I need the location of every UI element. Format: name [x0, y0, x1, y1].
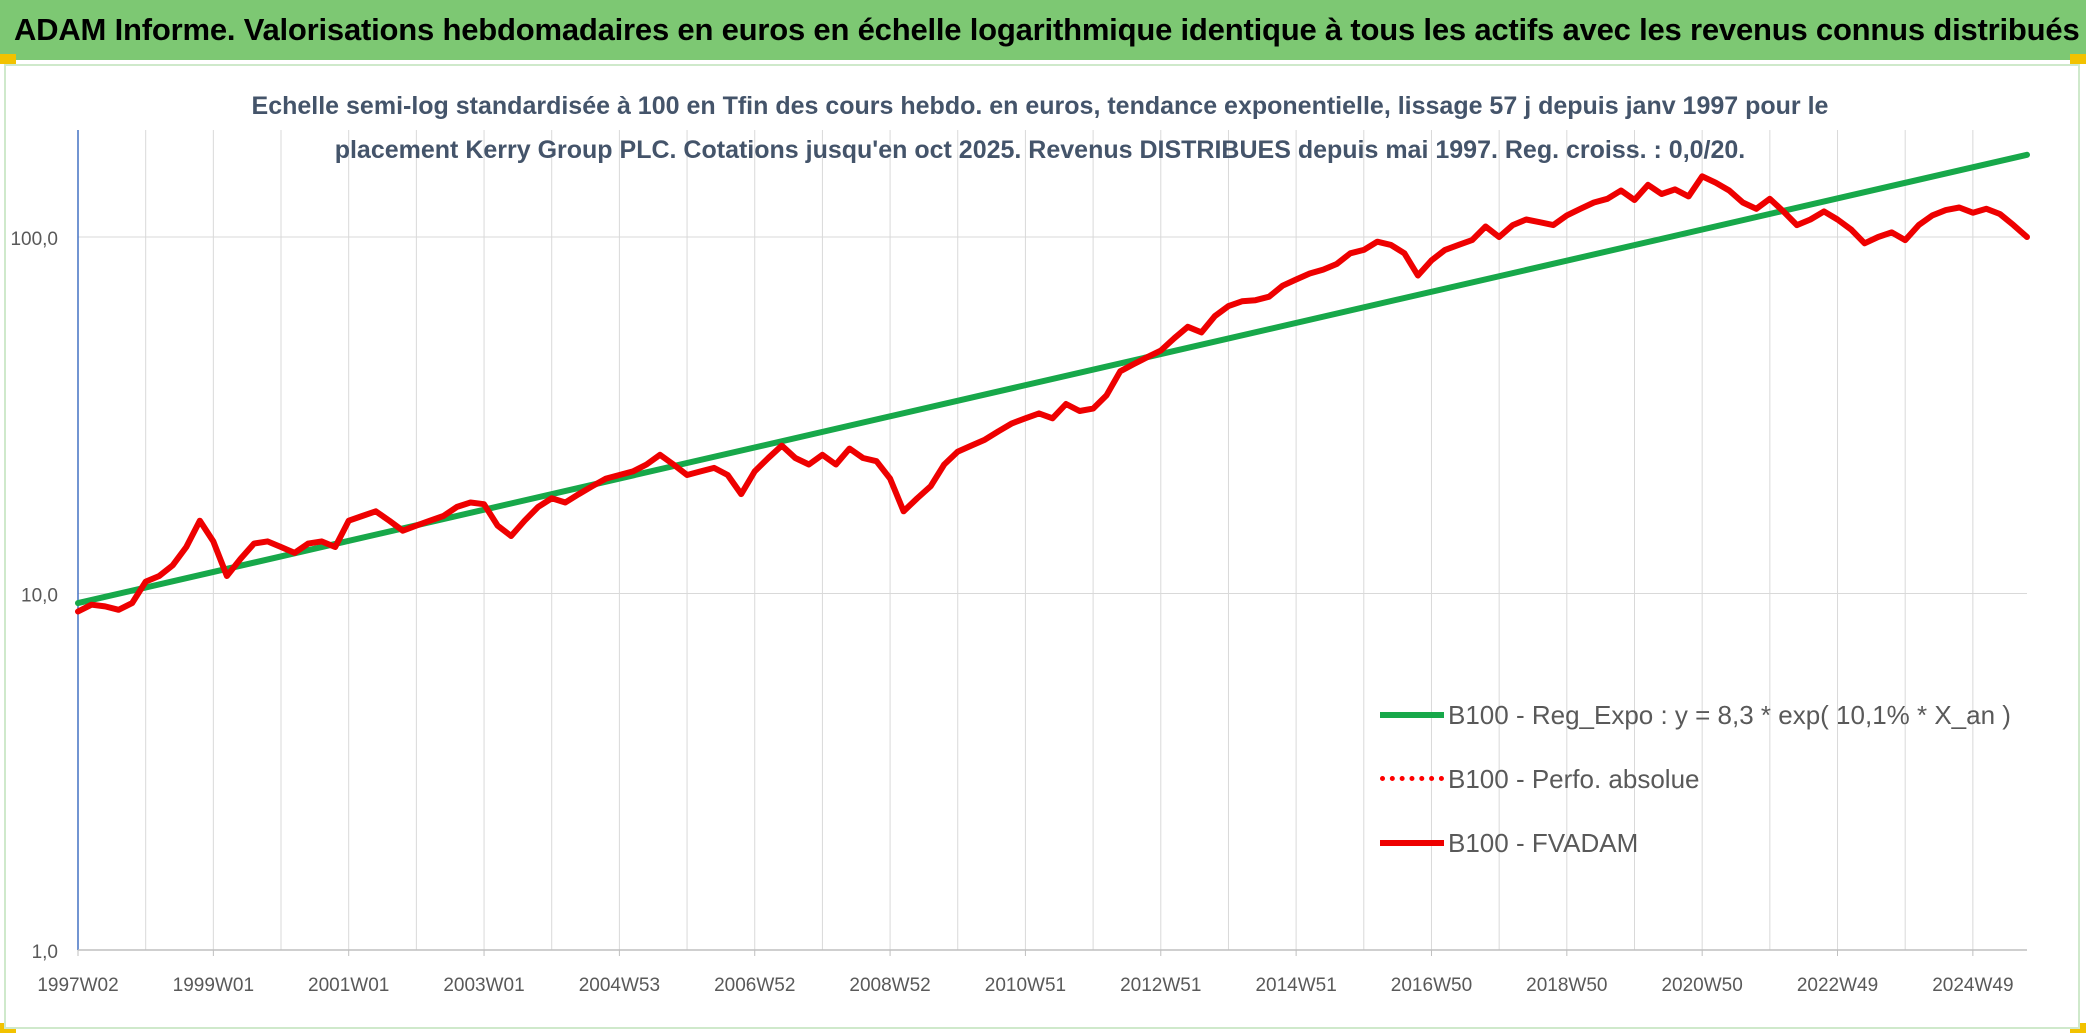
x-tick-label: 2016W50: [1391, 975, 1472, 996]
x-tick-labels: 1997W02 1999W01 2001W01 2003W01 2004W53 2006W…: [37, 975, 2013, 996]
y-tick-labels: 1,0 10,0 100,0: [10, 229, 58, 963]
x-tick-label: 2006W52: [714, 975, 795, 996]
y-tick-label: 1,0: [32, 942, 58, 963]
legend-line-dotted-red: [1380, 776, 1444, 781]
legend-item-perfo-absolue: B100 - Perfo. absolue: [1380, 747, 2020, 811]
x-tick-label: 2012W51: [1120, 975, 1201, 996]
series-lines: [75, 151, 2030, 615]
x-tick-label: 2003W01: [443, 975, 524, 996]
legend-line-red: [1380, 840, 1444, 846]
legend-line-green: [1380, 712, 1444, 718]
legend-swatch-reg-expo: [1380, 700, 1444, 730]
legend-swatch-fvadam: [1380, 828, 1444, 858]
x-tick-label: 2001W01: [308, 975, 389, 996]
chart-subtitle: Echelle semi-log standardisée à 100 en T…: [200, 84, 1880, 172]
x-tick-label: 2010W51: [985, 975, 1066, 996]
corner-marker-right: [2070, 54, 2086, 64]
horizontal-gridlines: [78, 236, 2027, 594]
series-line-reg-expo: [75, 151, 2030, 607]
title-banner: ADAM Informe. Valorisations hebdomadaire…: [0, 0, 2086, 60]
axes: [77, 130, 2027, 956]
corner-marker-left: [0, 54, 16, 64]
y-tick-label: 100,0: [10, 229, 58, 250]
legend-label-fvadam: B100 - FVADAM: [1448, 827, 1639, 858]
x-tick-label: 2004W53: [579, 975, 660, 996]
x-tick-label: 2018W50: [1526, 975, 1607, 996]
series-line-fvadam: [75, 173, 2030, 615]
x-tick-label: 1997W02: [37, 975, 118, 996]
subtitle-line-2: placement Kerry Group PLC. Cotations jus…: [334, 136, 1746, 164]
x-tick-label: 2008W52: [849, 975, 930, 996]
subtitle-line-1: Echelle semi-log standardisée à 100 en T…: [251, 92, 1829, 120]
chart-legend: B100 - Reg_Expo : y = 8,3 * exp( 10,1% *…: [1380, 683, 2020, 875]
legend-label-reg-expo: B100 - Reg_Expo : y = 8,3 * exp( 10,1% *…: [1448, 699, 2011, 730]
x-tick-label: 2020W50: [1661, 975, 1742, 996]
legend-swatch-perfo-absolue: [1380, 764, 1444, 794]
y-tick-label: 10,0: [21, 586, 58, 607]
x-tick-label: 1999W01: [173, 975, 254, 996]
legend-item-fvadam: B100 - FVADAM: [1380, 811, 2020, 875]
x-tick-label: 2022W49: [1797, 975, 1878, 996]
legend-label-perfo-absolue: B100 - Perfo. absolue: [1448, 763, 1700, 794]
x-tick-label: 2024W49: [1932, 975, 2013, 996]
page-title: ADAM Informe. Valorisations hebdomadaire…: [14, 12, 2080, 47]
legend-item-reg-expo: B100 - Reg_Expo : y = 8,3 * exp( 10,1% *…: [1380, 683, 2020, 747]
x-tick-label: 2014W51: [1255, 975, 1336, 996]
